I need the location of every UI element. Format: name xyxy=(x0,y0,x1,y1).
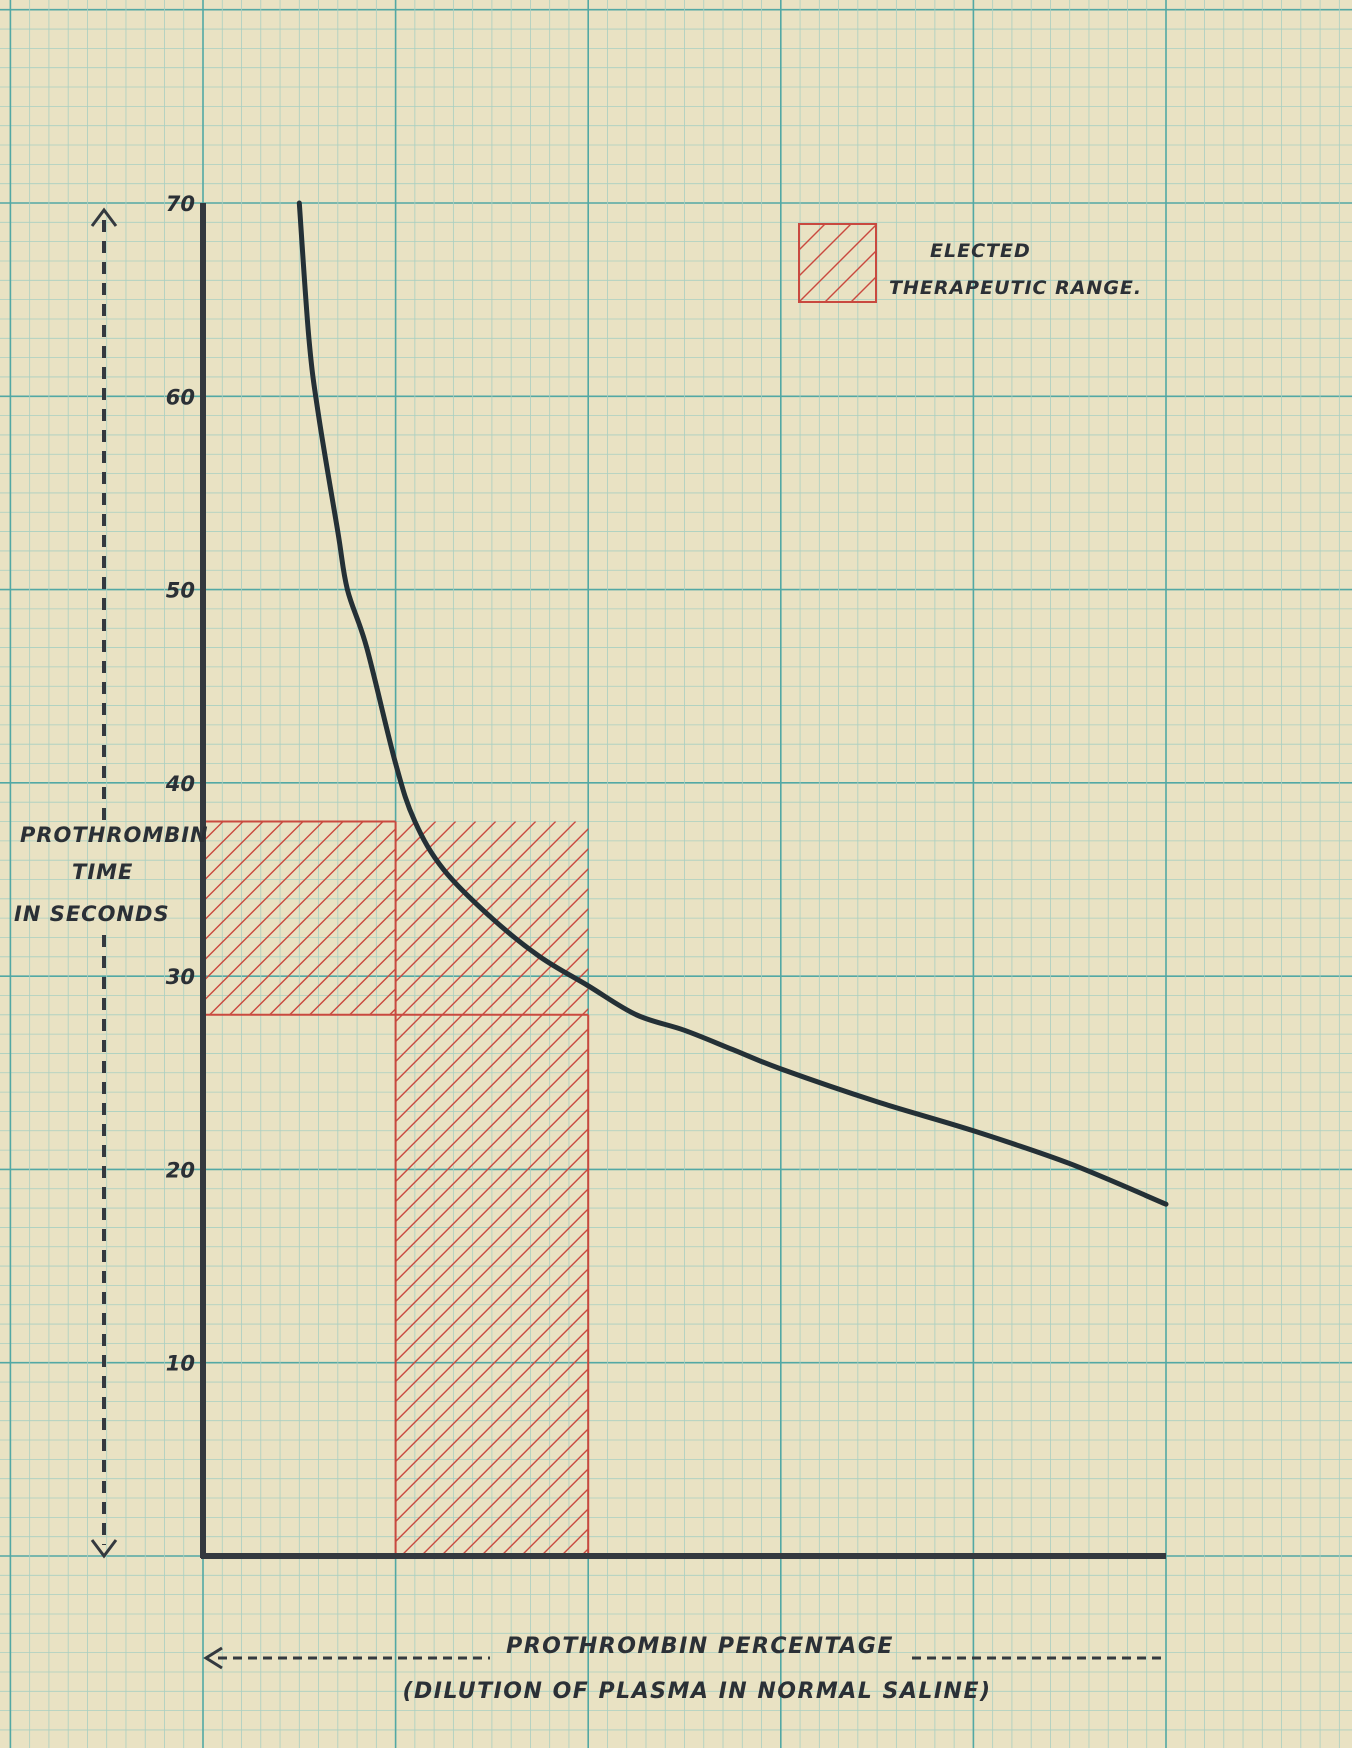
y-tick-label: 20 xyxy=(166,1158,195,1182)
legend-label-line-1: ELECTED xyxy=(930,240,1031,262)
hatch-line xyxy=(460,1427,589,1556)
hatch-line xyxy=(395,1167,589,1363)
y-axis-title-line-3: IN SECONDS xyxy=(14,902,170,926)
hatch-line xyxy=(395,821,557,983)
hatch-lines xyxy=(395,821,589,1556)
hatch-line xyxy=(309,927,396,1015)
legend-swatch xyxy=(798,223,877,303)
x-axis-title-text: PROTHROMBIN PERCENTAGE xyxy=(506,1634,894,1659)
legend-swatch-hatch xyxy=(799,224,876,302)
hatch-line xyxy=(203,821,304,923)
hatch-line xyxy=(395,1127,589,1323)
hatch-line xyxy=(395,1067,589,1263)
y-tick-label: 50 xyxy=(166,579,195,603)
hatch-line xyxy=(799,224,826,251)
hatch-line xyxy=(395,847,589,1043)
hatch-line xyxy=(249,867,396,1015)
hatch-line xyxy=(395,821,537,963)
hatch-line xyxy=(395,1147,589,1343)
hatch-line xyxy=(395,1267,589,1463)
hatch-line xyxy=(203,821,364,983)
hatch-lines xyxy=(203,821,396,1015)
hatch-line xyxy=(395,907,589,1103)
y-axis-title-line-2: TIME xyxy=(72,860,133,884)
hatch-line xyxy=(349,967,396,1015)
y-tick-labels: 10 20 30 40 50 60 70 xyxy=(165,192,195,1376)
hatch-line xyxy=(420,1387,589,1556)
hatch-line xyxy=(269,887,396,1015)
legend: ELECTED THERAPEUTIC RANGE. xyxy=(798,223,1142,303)
y-tick-label: 10 xyxy=(166,1352,195,1376)
y-tick-label: 30 xyxy=(166,965,195,989)
y-axis-dashed-arrow xyxy=(90,207,118,1559)
hatch-line xyxy=(395,1327,589,1523)
hatch-line xyxy=(440,1407,589,1556)
hatch-lines xyxy=(799,224,876,302)
hatch-line xyxy=(203,821,324,943)
hatch-line xyxy=(203,821,244,863)
therapeutic-range-shading xyxy=(203,820,590,1556)
x-axis-arrowhead xyxy=(203,1646,223,1670)
hatch-line xyxy=(395,1107,589,1303)
hatch-line xyxy=(395,1047,589,1243)
y-axis-title-line-1: PROTHROMBIN xyxy=(20,823,209,847)
hatch-line xyxy=(395,1347,589,1543)
series-line xyxy=(296,200,1169,1207)
hatch-line xyxy=(209,827,396,1015)
hatch-line xyxy=(395,1087,589,1283)
y-tick-label: 40 xyxy=(165,772,195,796)
hatch-line xyxy=(395,887,589,1083)
hatch-line xyxy=(395,867,589,1063)
hatch-line xyxy=(395,1307,589,1503)
hatch-line xyxy=(395,927,589,1123)
y-axis-title: PROTHROMBIN TIME IN SECONDS xyxy=(14,823,209,926)
hatch-line xyxy=(400,1367,589,1556)
hatch-line xyxy=(850,276,876,302)
hatch-line xyxy=(229,847,396,1015)
hatch-line xyxy=(799,224,876,302)
hatch-line xyxy=(395,1027,589,1223)
axes xyxy=(200,203,1166,1559)
x-axis-title: PROTHROMBIN PERCENTAGE (DILUTION OF PLAS… xyxy=(203,1634,1165,1704)
hatch-line xyxy=(799,224,852,277)
hatch-line xyxy=(329,947,396,1015)
hatch-line xyxy=(203,821,264,883)
hatch-line xyxy=(395,1287,589,1483)
y-tick-label: 60 xyxy=(166,385,195,409)
hatch-line xyxy=(203,821,384,1003)
hatch-line xyxy=(395,1007,589,1203)
x-axis-subtitle-text: (DILUTION OF PLASMA IN NORMAL SALINE) xyxy=(402,1679,991,1704)
legend-label-line-2: THERAPEUTIC RANGE. xyxy=(889,277,1142,299)
hatch-line xyxy=(395,827,589,1023)
hatch-line xyxy=(395,821,577,1003)
hatch-line xyxy=(203,821,284,903)
y-tick-label: 70 xyxy=(166,192,195,216)
hatch-line xyxy=(824,250,876,302)
hatch-line xyxy=(289,907,396,1015)
hatch-line xyxy=(395,1247,589,1443)
hatch-line xyxy=(203,821,344,963)
